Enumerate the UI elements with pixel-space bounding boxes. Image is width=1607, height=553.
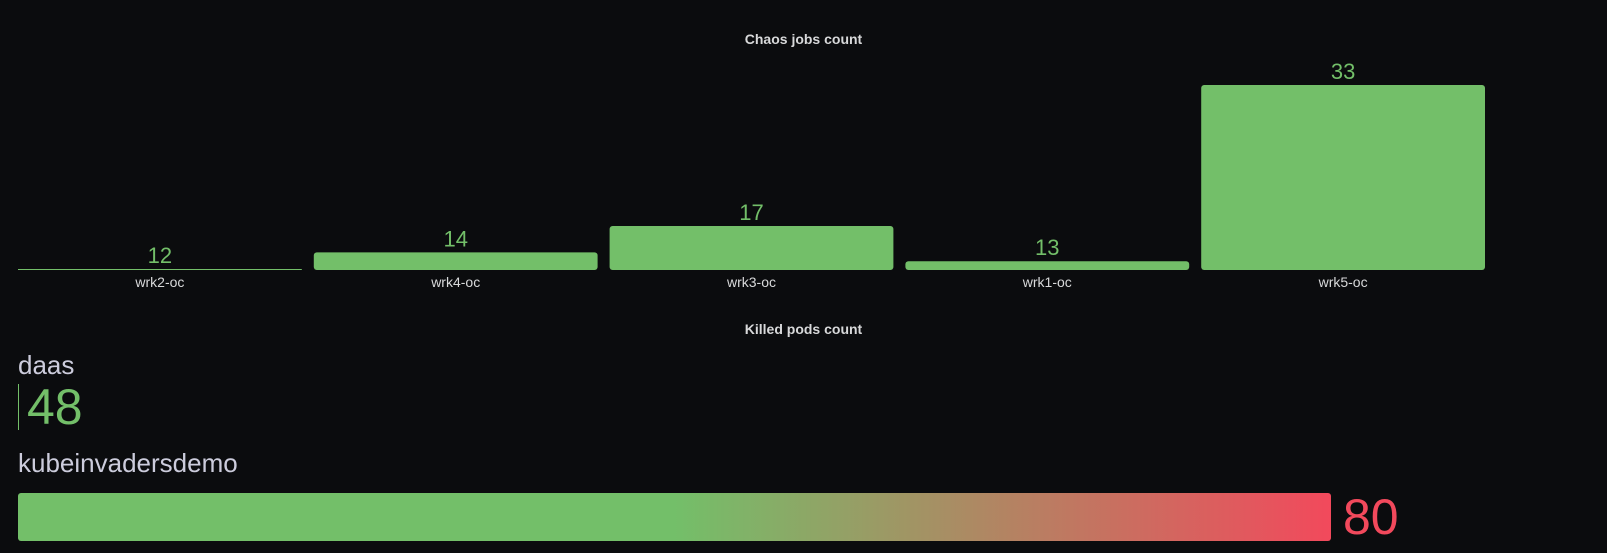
bar-wrk3-oc (610, 226, 894, 270)
bar-wrk1-oc (905, 261, 1189, 270)
bar-value-wrk2-oc: 12 (148, 243, 172, 268)
bar-value-wrk5-oc: 33 (1331, 59, 1355, 84)
kubeinvadersdemo-label: kubeinvadersdemo (18, 448, 238, 479)
bar-wrk2-oc (18, 269, 302, 270)
category-label-wrk5-oc: wrk5-oc (1318, 274, 1368, 290)
bar-value-wrk4-oc: 14 (443, 226, 467, 251)
daas-bar (18, 384, 19, 430)
category-label-wrk4-oc: wrk4-oc (430, 274, 480, 290)
category-label-wrk3-oc: wrk3-oc (726, 274, 776, 290)
killed-pods-title: Killed pods count (0, 321, 1607, 337)
category-label-wrk1-oc: wrk1-oc (1022, 274, 1072, 290)
daas-value: 48 (27, 380, 83, 434)
kubeinvadersdemo-track (18, 493, 1331, 541)
bar-value-wrk1-oc: 13 (1035, 235, 1059, 260)
bar-wrk4-oc (314, 252, 598, 270)
bar-wrk5-oc (1201, 85, 1485, 270)
daas-label: daas (18, 350, 74, 381)
chaos-jobs-chart: 12 wrk2-oc 14 wrk4-oc 17 wrk3-oc 13 wrk1-oc 33 wr… (0, 0, 1607, 300)
bar-value-wrk3-oc: 17 (739, 200, 763, 225)
kubeinvadersdemo-value: 80 (1343, 490, 1399, 544)
category-label-wrk2-oc: wrk2-oc (134, 274, 184, 290)
kubeinvadersdemo-bar (18, 493, 1331, 541)
